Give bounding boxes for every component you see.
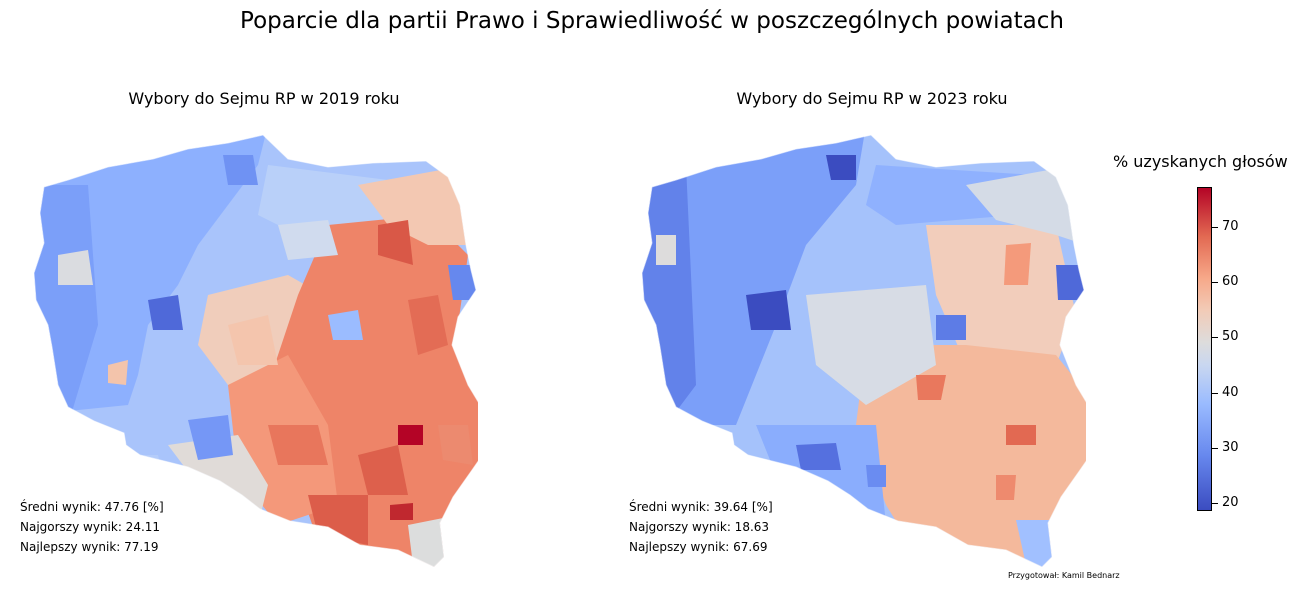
- colorbar-tick-mark: [1212, 448, 1218, 450]
- stat-max-2019: Najlepszy wynik: 77.19: [20, 540, 159, 554]
- map-title-2023: Wybory do Sejmu RP w 2023 roku: [736, 89, 1008, 108]
- choropleth-map-2019: [33, 134, 478, 568]
- colorbar-tick-label: 60: [1222, 274, 1239, 290]
- author-credit: Przygotował: Kamil Bednarz: [1008, 571, 1120, 580]
- colorbar-tick-mark: [1212, 226, 1218, 228]
- colorbar-tick-mark: [1212, 392, 1218, 394]
- stat-max-2023: Najlepszy wynik: 67.69: [629, 540, 768, 554]
- stat-min-2023: Najgorszy wynik: 18.63: [629, 520, 770, 534]
- map-2019-stats: Średni wynik: 47.76 [%] Najgorszy wynik:…: [20, 497, 164, 557]
- stat-mean-2019: Średni wynik: 47.76 [%]: [20, 500, 164, 514]
- stat-mean-2023: Średni wynik: 39.64 [%]: [629, 500, 773, 514]
- colorbar-tick-label: 30: [1222, 440, 1239, 456]
- colorbar-tick-label: 50: [1222, 329, 1239, 345]
- colorbar-tick-mark: [1212, 503, 1218, 505]
- map-2023-stats: Średni wynik: 39.64 [%] Najgorszy wynik:…: [629, 497, 773, 557]
- map-title-2019: Wybory do Sejmu RP w 2019 roku: [128, 89, 400, 108]
- colorbar-tick-mark: [1212, 337, 1218, 339]
- figure-title: Poparcie dla partii Prawo i Sprawiedliwo…: [240, 8, 1064, 34]
- colorbar-title: % uzyskanych głosów: [1113, 152, 1288, 171]
- stat-min-2019: Najgorszy wynik: 24.11: [20, 520, 161, 534]
- colorbar-tick-mark: [1212, 282, 1218, 284]
- colorbar-tick-label: 20: [1222, 495, 1239, 511]
- colorbar-tick-label: 70: [1222, 218, 1239, 234]
- choropleth-map-2023: [641, 134, 1086, 568]
- colorbar-tick-label: 40: [1222, 384, 1239, 400]
- colorbar: [1197, 187, 1212, 511]
